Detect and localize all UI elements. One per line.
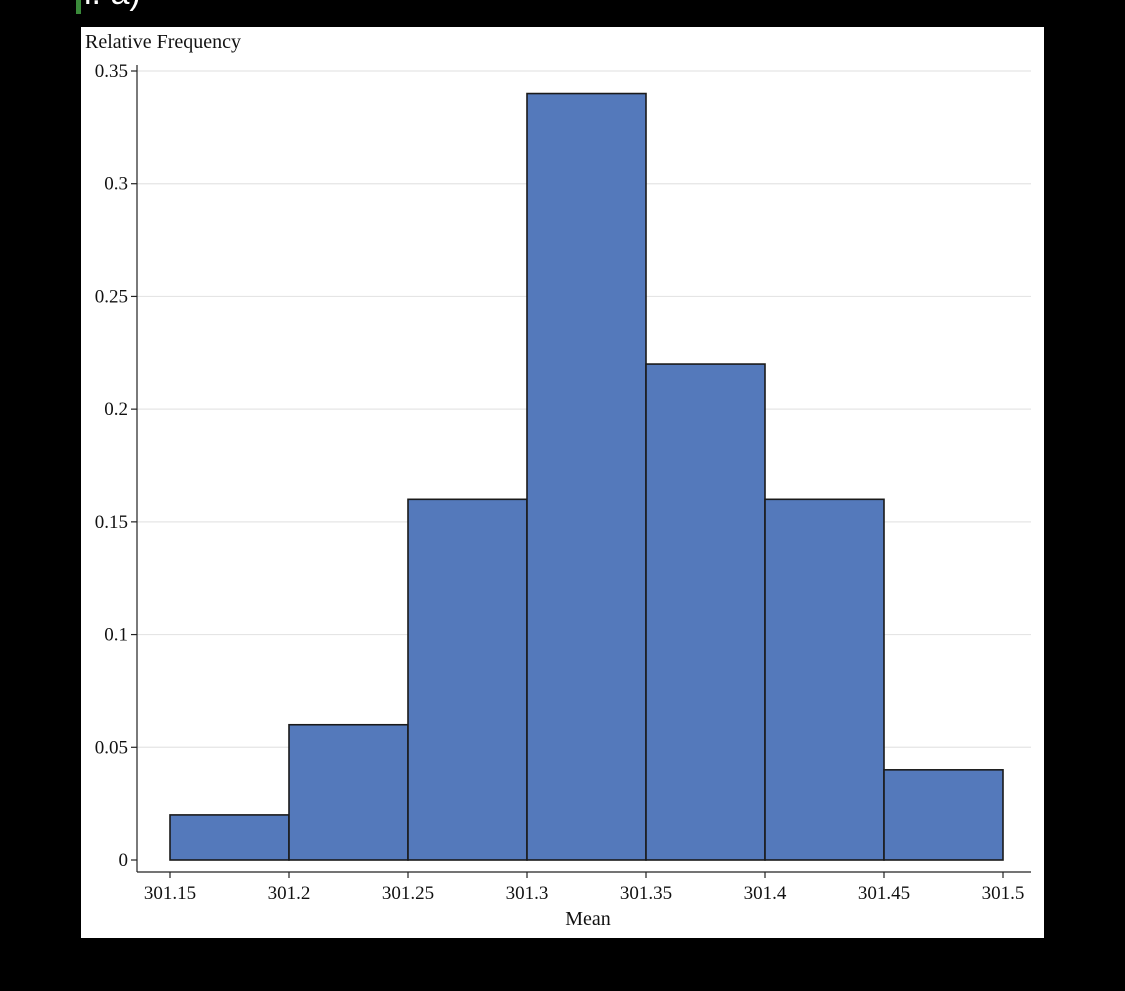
axes — [136, 65, 1031, 873]
header-fragment: i. a) — [76, 0, 206, 14]
x-tick-label: 301.45 — [858, 883, 910, 904]
x-tick-label: 301.4 — [744, 883, 787, 904]
y-tick-label: 0.05 — [95, 737, 128, 758]
x-tick-label: 301.2 — [268, 883, 311, 904]
histogram-bar — [883, 769, 1004, 861]
y-tick-label: 0 — [119, 850, 129, 871]
x-tick-label: 301.3 — [506, 883, 549, 904]
y-tick-label: 0.2 — [104, 399, 128, 420]
accent-bar — [76, 0, 81, 14]
x-tick-label: 301.5 — [982, 883, 1025, 904]
histogram-bar — [645, 363, 766, 861]
y-tick-label: 0.1 — [104, 625, 128, 646]
x-axis-label: Mean — [565, 908, 611, 930]
chart-panel: 0 0.05 0.1 0.15 0.2 0.25 0.3 0.35 301.15 301.2 30… — [81, 27, 1044, 938]
header-fragment-text: i. a) — [84, 0, 141, 10]
y-axis-label: Relative Frequency — [85, 31, 241, 53]
histogram-bar — [169, 814, 290, 861]
x-ticks: 301.15 301.2 301.25 301.3 301.35 301.4 301.45 3… — [144, 872, 1025, 904]
histogram-bar — [288, 723, 409, 861]
bars-group — [169, 92, 1004, 861]
histogram-chart: 00.050.10.150.20.250.30.35 301.15 301.2 30… — [85, 31, 1031, 930]
y-tick-label: 0.15 — [95, 512, 128, 533]
y-tick-label: 0.35 — [95, 61, 128, 82]
histogram-bar — [526, 92, 647, 861]
histogram-bar — [764, 498, 885, 861]
x-tick-label: 301.25 — [382, 883, 434, 904]
y-tick-label: 0.3 — [104, 174, 128, 195]
x-tick-label: 301.15 — [144, 883, 196, 904]
y-tick-label: 0.25 — [95, 286, 128, 307]
x-tick-label: 301.35 — [620, 883, 672, 904]
histogram-bar — [407, 498, 528, 861]
y-ticks: 0 0.05 0.1 0.15 0.2 0.25 0.3 0.35 — [95, 61, 137, 871]
